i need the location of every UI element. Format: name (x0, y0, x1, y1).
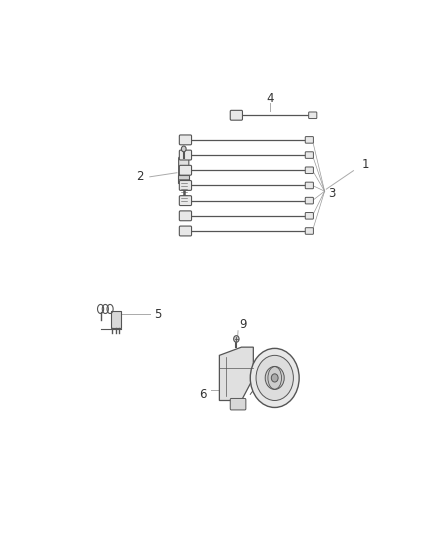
Circle shape (233, 336, 239, 342)
FancyBboxPatch shape (230, 399, 246, 410)
Circle shape (265, 366, 284, 390)
Circle shape (250, 349, 299, 407)
FancyBboxPatch shape (179, 181, 191, 190)
FancyBboxPatch shape (179, 196, 191, 206)
FancyBboxPatch shape (179, 165, 191, 175)
FancyBboxPatch shape (179, 157, 189, 178)
Circle shape (256, 356, 293, 400)
FancyBboxPatch shape (179, 226, 191, 236)
FancyBboxPatch shape (305, 152, 314, 158)
Bar (111, 311, 121, 328)
Circle shape (271, 374, 278, 382)
Text: 6: 6 (199, 388, 206, 401)
Text: 4: 4 (267, 92, 274, 106)
FancyBboxPatch shape (179, 211, 191, 221)
FancyBboxPatch shape (305, 228, 314, 235)
FancyBboxPatch shape (305, 197, 314, 204)
Text: 3: 3 (328, 187, 336, 200)
Polygon shape (219, 347, 253, 400)
Circle shape (181, 146, 186, 152)
FancyBboxPatch shape (179, 135, 191, 145)
Text: 2: 2 (136, 171, 143, 183)
Text: 5: 5 (155, 308, 162, 321)
FancyBboxPatch shape (230, 110, 243, 120)
FancyBboxPatch shape (305, 182, 314, 189)
FancyBboxPatch shape (305, 136, 314, 143)
FancyBboxPatch shape (305, 213, 314, 219)
Text: 1: 1 (362, 158, 369, 171)
FancyBboxPatch shape (179, 150, 191, 160)
FancyBboxPatch shape (305, 167, 314, 174)
Text: 9: 9 (240, 318, 247, 331)
FancyBboxPatch shape (309, 112, 317, 118)
Bar (178, 175, 189, 183)
